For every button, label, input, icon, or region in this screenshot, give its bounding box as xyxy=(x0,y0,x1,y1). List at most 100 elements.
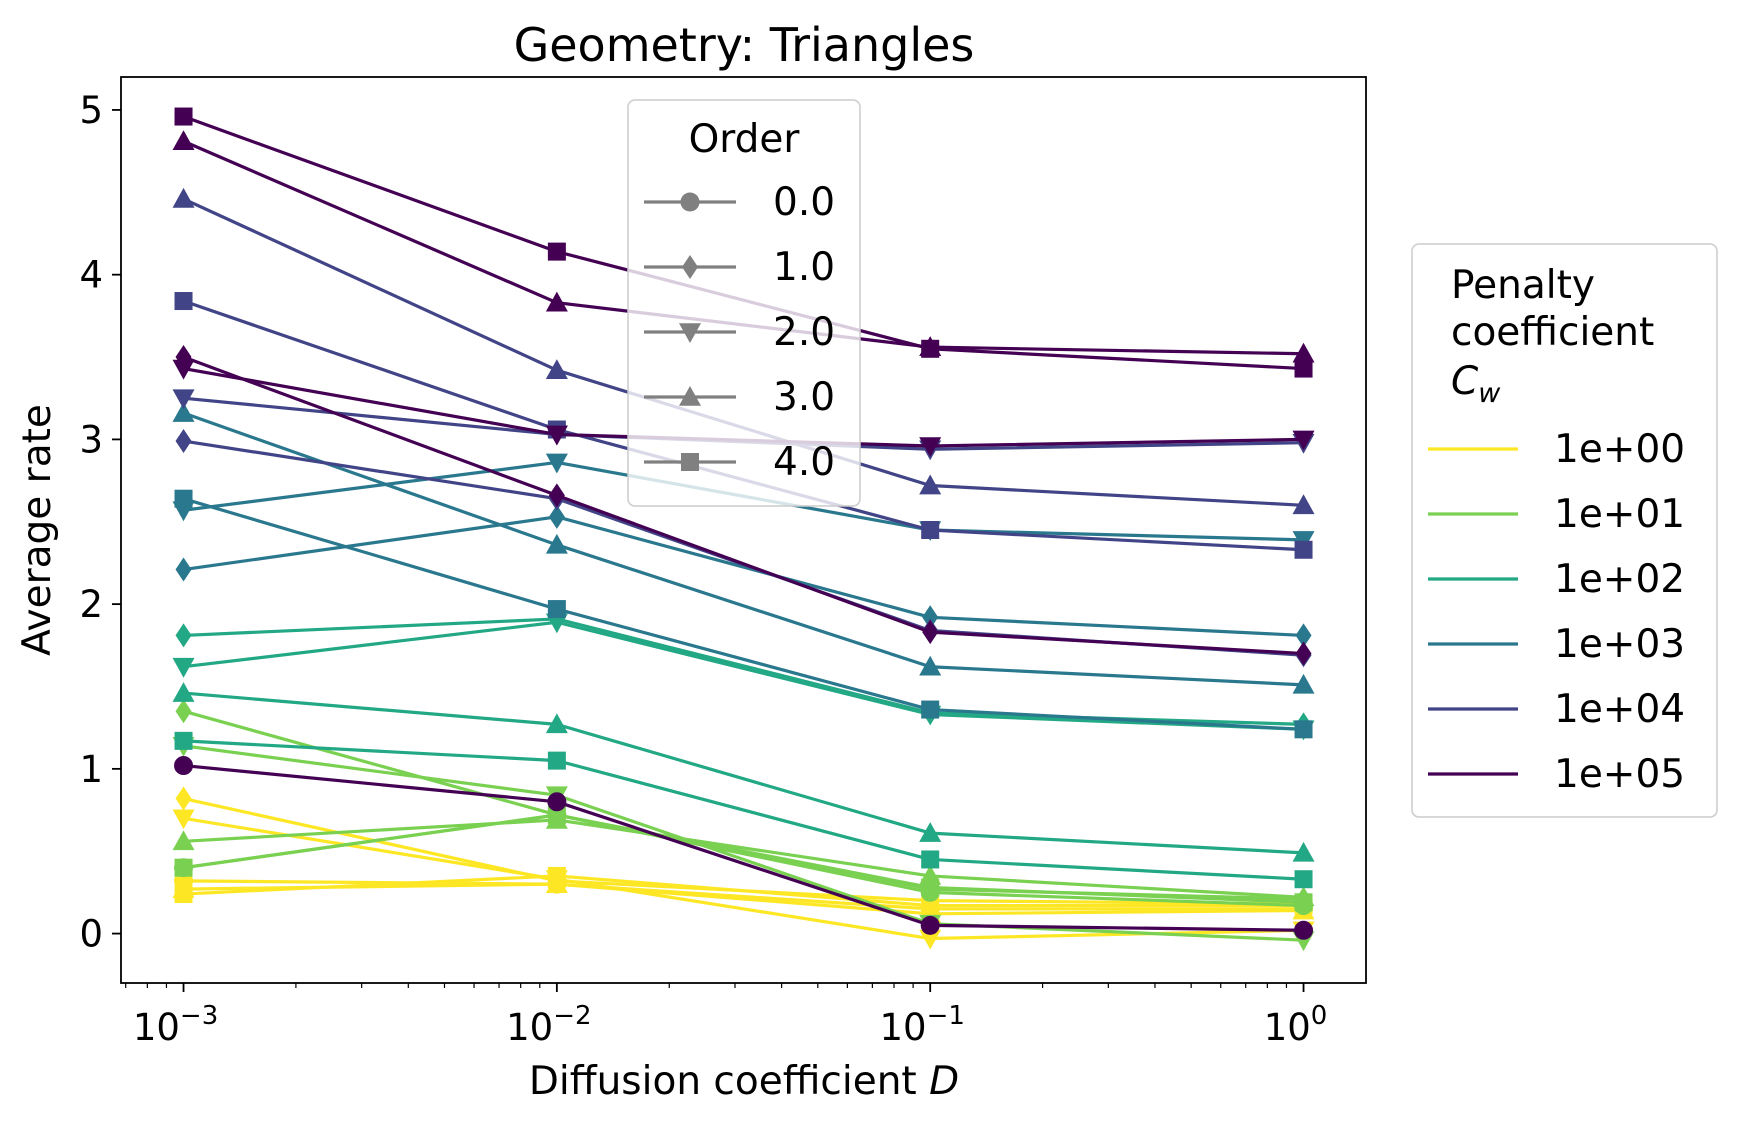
data-point xyxy=(922,605,939,630)
data-point xyxy=(919,474,942,495)
data-point xyxy=(1294,540,1313,559)
series-1e+03-order-3.0 xyxy=(172,402,1315,694)
data-point xyxy=(921,521,940,539)
data-point xyxy=(545,425,568,446)
series-line xyxy=(183,515,1304,638)
penalty-legend-entry: 1e+02 xyxy=(1428,557,1685,602)
series-line xyxy=(183,744,1304,942)
order-legend-entries: 0.0 1.0 2.0 3.0 4.0 xyxy=(644,180,835,485)
penalty-legend-label: 1e+05 xyxy=(1554,752,1685,797)
data-point xyxy=(545,291,568,312)
order-legend-marker xyxy=(680,192,700,212)
data-point xyxy=(921,878,940,897)
series-1e+02-order-3.0 xyxy=(172,682,1315,862)
series-line xyxy=(183,497,1304,731)
penalty-legend-label: 1e+01 xyxy=(1554,492,1685,537)
penalty-legend-label: 1e+02 xyxy=(1554,557,1685,602)
penalty-legend-title-var: Cw xyxy=(1451,359,1501,409)
data-point xyxy=(1294,893,1313,912)
data-point xyxy=(545,713,568,734)
data-point xyxy=(547,600,566,619)
data-point xyxy=(172,809,195,830)
y-tick-label: 2 xyxy=(79,583,103,626)
x-tick-label: 10−2 xyxy=(506,1001,591,1049)
penalty-legend-entry: 1e+05 xyxy=(1428,752,1685,797)
data-point xyxy=(1292,430,1315,451)
y-axis-label: Average rate xyxy=(15,404,60,656)
series-line xyxy=(183,739,1304,881)
series-line xyxy=(183,620,1304,731)
data-point xyxy=(545,359,568,380)
y-tick-label: 3 xyxy=(79,418,103,461)
series-line xyxy=(183,882,1304,916)
data-point xyxy=(919,655,942,676)
data-point xyxy=(548,504,565,529)
penalty-legend-var: C xyxy=(1451,359,1479,404)
y-tick-label: 1 xyxy=(79,748,103,791)
order-legend-marker xyxy=(679,386,701,406)
penalty-legend-entry: 1e+01 xyxy=(1428,492,1685,537)
x-tick-exp: 0 xyxy=(1311,1001,1328,1031)
chart-title: Geometry: Triangles xyxy=(514,18,975,72)
plot-frame xyxy=(120,76,1367,984)
penalty-legend-title-line-1: Penalty xyxy=(1451,263,1595,308)
y-tick-label: 4 xyxy=(79,254,103,297)
penalty-legend-var-sub: w xyxy=(1478,378,1501,409)
order-legend-marker xyxy=(682,255,698,279)
data-point xyxy=(545,613,568,634)
data-point xyxy=(174,292,193,311)
data-point xyxy=(172,359,195,380)
series-line xyxy=(183,813,1304,904)
data-point xyxy=(545,453,568,474)
data-point xyxy=(1295,623,1312,648)
data-point xyxy=(172,682,195,702)
x-tick-base: 10 xyxy=(506,1006,553,1049)
data-point xyxy=(172,389,195,410)
data-point xyxy=(547,805,566,824)
data-point xyxy=(922,620,939,645)
x-tick-base: 10 xyxy=(879,1006,926,1049)
data-point xyxy=(172,657,195,678)
order-legend-title: Order xyxy=(689,117,801,162)
x-tick-label: 10−3 xyxy=(133,1001,218,1049)
order-legend-marker xyxy=(681,453,699,471)
series-1e+01-order-4.0 xyxy=(174,805,1313,912)
series-line xyxy=(182,355,1304,656)
order-legend-label: 1.0 xyxy=(773,245,835,290)
x-tick-label: 100 xyxy=(1264,1001,1328,1049)
x-axis: 10−3 10−2 10−1 100 xyxy=(125,983,1328,1049)
order-legend-entry: 1.0 xyxy=(644,245,835,290)
data-point xyxy=(174,858,193,877)
data-point xyxy=(172,830,195,851)
series-1e+03-order-1.0 xyxy=(175,504,1312,648)
x-tick-exp: −2 xyxy=(553,1001,591,1031)
data-point xyxy=(175,786,192,811)
data-point xyxy=(548,483,565,508)
data-point xyxy=(1292,494,1315,515)
order-legend-entry: 4.0 xyxy=(644,440,835,485)
data-point xyxy=(1292,841,1315,862)
order-legend-label: 4.0 xyxy=(773,440,835,485)
x-tick-exp: −3 xyxy=(180,1001,218,1031)
data-point xyxy=(919,929,942,950)
data-point xyxy=(175,623,192,648)
data-point xyxy=(921,896,940,915)
series-1e+03-order-4.0 xyxy=(174,489,1313,739)
y-tick-label: 5 xyxy=(79,89,103,132)
series-line xyxy=(183,763,1304,932)
data-point xyxy=(1294,720,1313,739)
data-point xyxy=(547,866,566,885)
x-tick-base: 10 xyxy=(1264,1006,1311,1049)
y-axis: 0 1 2 3 4 5 xyxy=(79,89,121,956)
data-point xyxy=(174,885,193,904)
data-point xyxy=(547,792,567,812)
series-line xyxy=(183,691,1304,855)
data-point xyxy=(174,107,193,126)
data-point xyxy=(921,339,940,358)
x-tick-base: 10 xyxy=(133,1006,180,1049)
order-legend-label: 3.0 xyxy=(773,375,835,420)
series-1e+05-order-0.0 xyxy=(174,756,1314,940)
penalty-legend-label: 1e+04 xyxy=(1554,687,1685,732)
data-point xyxy=(545,533,568,554)
